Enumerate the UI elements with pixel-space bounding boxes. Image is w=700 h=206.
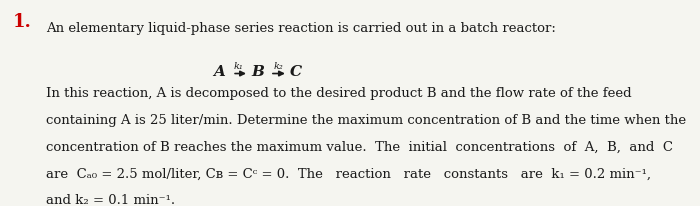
Text: A: A bbox=[213, 65, 225, 79]
Text: k₂: k₂ bbox=[274, 61, 284, 70]
Text: In this reaction, A is decomposed to the desired product B and the flow rate of : In this reaction, A is decomposed to the… bbox=[46, 87, 631, 100]
Text: An elementary liquid-phase series reaction is carried out in a batch reactor:: An elementary liquid-phase series reacti… bbox=[46, 22, 556, 35]
Text: 1.: 1. bbox=[13, 13, 32, 31]
Text: C: C bbox=[290, 65, 302, 79]
Text: concentration of B reaches the maximum value.  The  initial  concentrations  of : concentration of B reaches the maximum v… bbox=[46, 140, 673, 153]
Text: B: B bbox=[251, 65, 264, 79]
Text: k₁: k₁ bbox=[234, 61, 243, 70]
Text: containing A is 25 liter/min. Determine the maximum concentration of B and the t: containing A is 25 liter/min. Determine … bbox=[46, 114, 686, 126]
Text: are  Cₐ₀ = 2.5 mol/liter, Cʙ = Cᶜ = 0.  The   reaction   rate   constants   are : are Cₐ₀ = 2.5 mol/liter, Cʙ = Cᶜ = 0. Th… bbox=[46, 167, 651, 180]
Text: and k₂ = 0.1 min⁻¹.: and k₂ = 0.1 min⁻¹. bbox=[46, 193, 175, 206]
